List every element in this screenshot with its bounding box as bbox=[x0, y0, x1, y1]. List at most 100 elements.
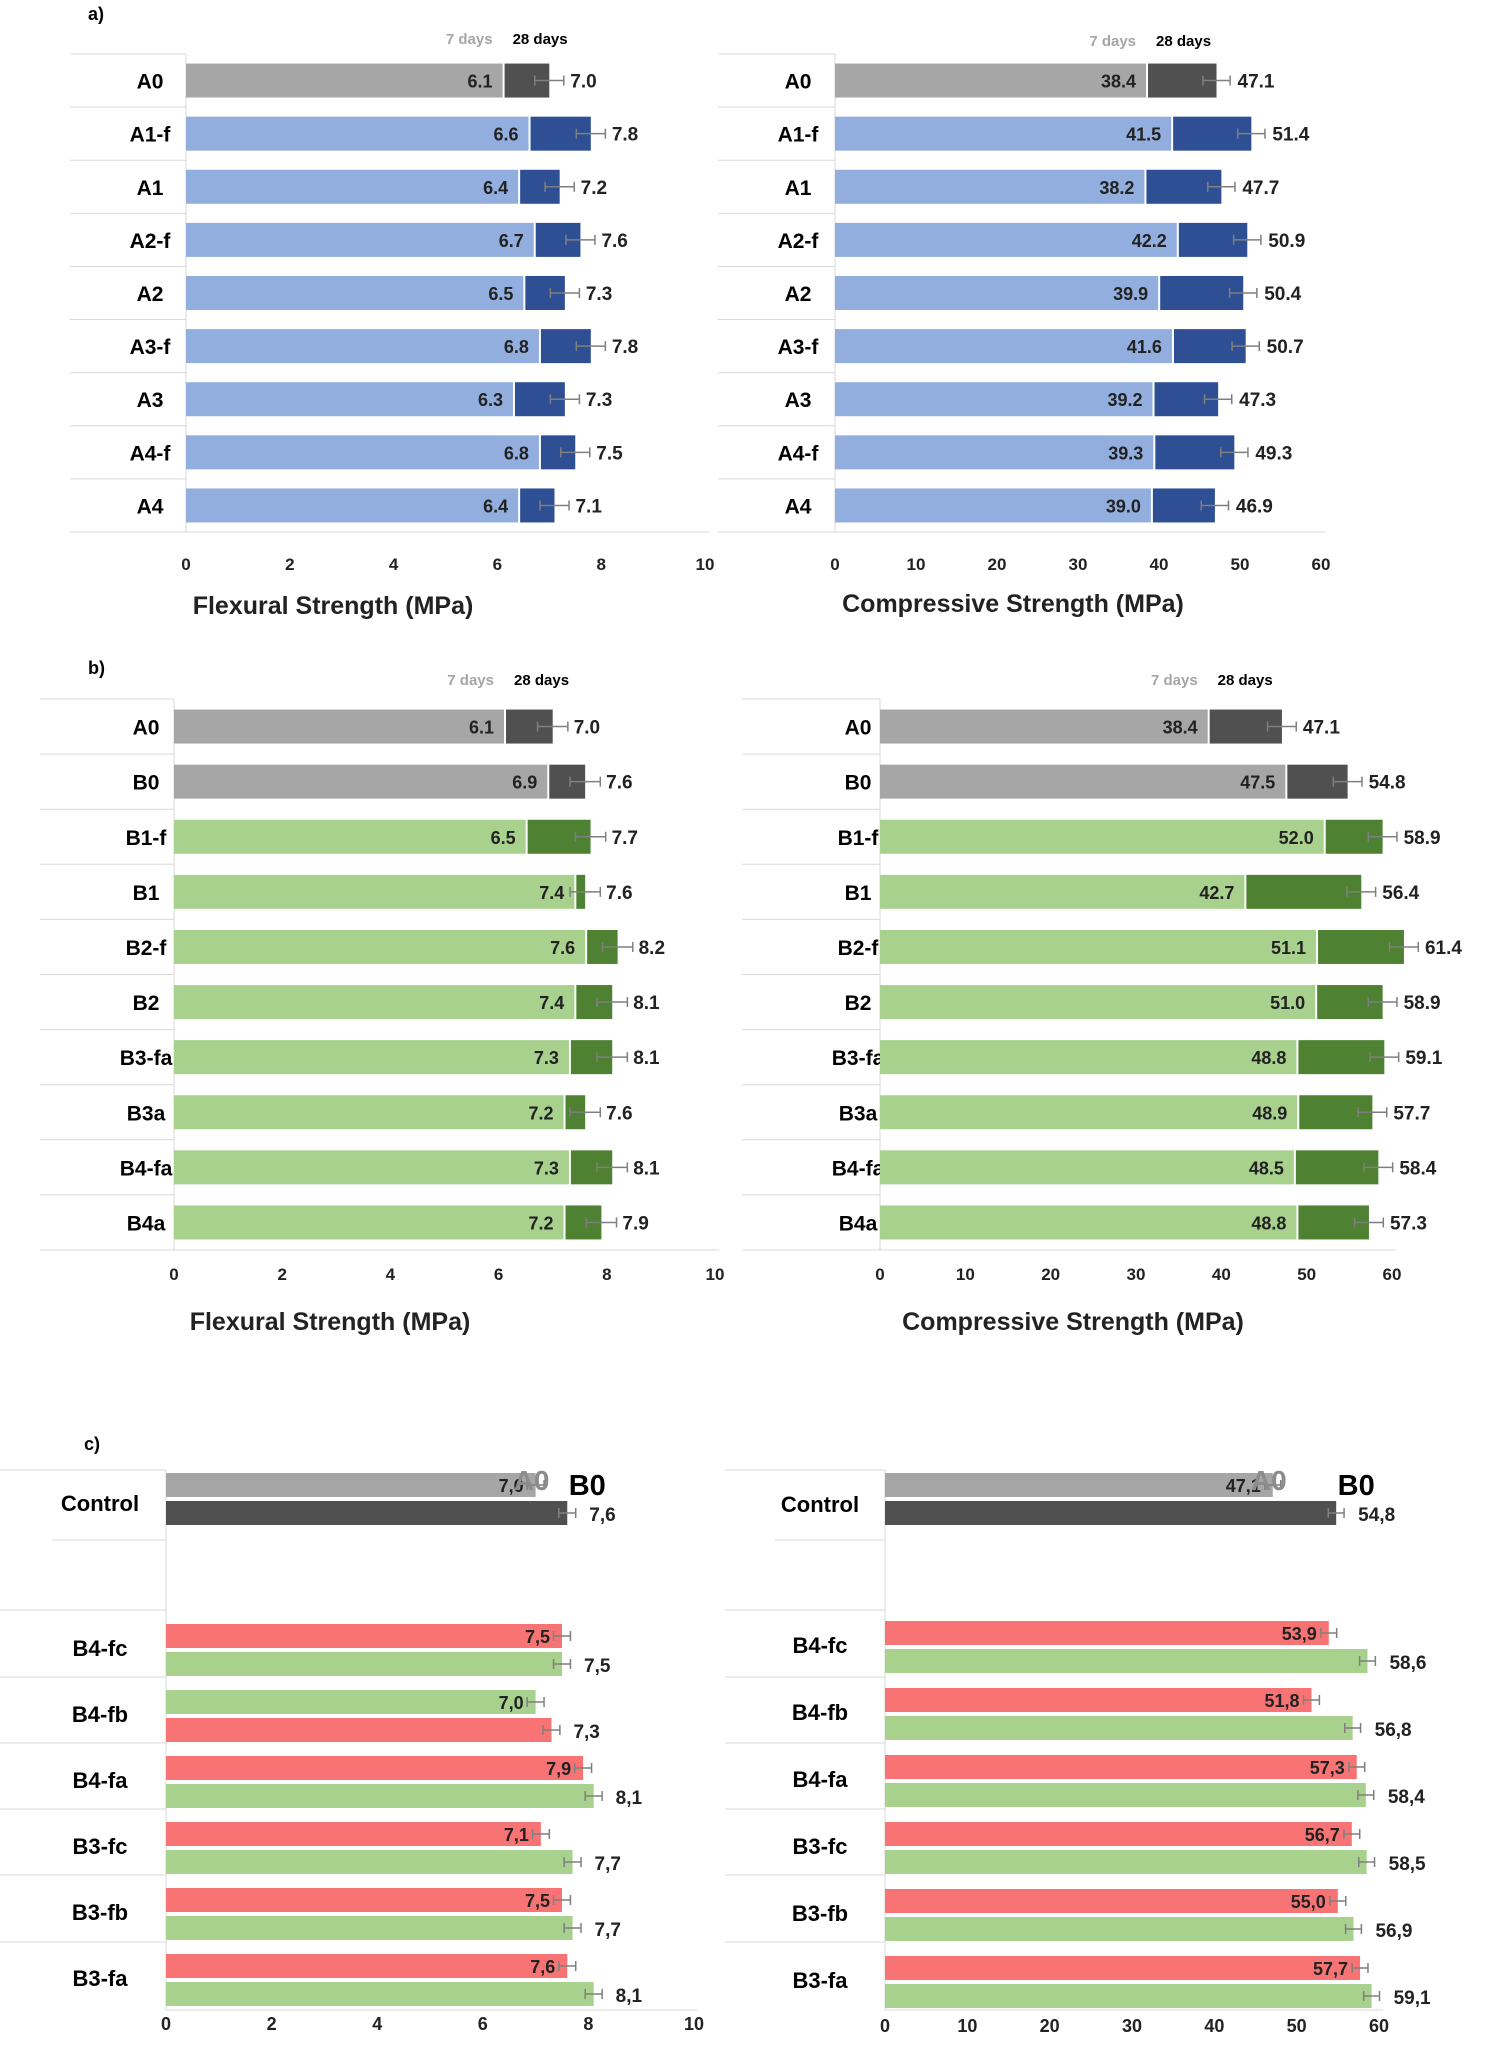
chart6-bar-bottom bbox=[885, 1501, 1337, 1525]
chart3-value-label-28-days: 8.1 bbox=[633, 1048, 660, 1069]
chart5-bar-bottom bbox=[166, 1501, 568, 1525]
chart2-tick-label: 10 bbox=[907, 555, 926, 574]
chart5-bar-bottom bbox=[166, 1784, 594, 1808]
chart5-tick-label: 4 bbox=[372, 2014, 382, 2034]
chart4-category-label: A0 bbox=[845, 717, 872, 740]
chart2-value-label-28-days: 51.4 bbox=[1272, 125, 1309, 146]
chart5-bar-bottom bbox=[166, 1652, 562, 1676]
chart6-tick-label: 20 bbox=[1040, 2016, 1060, 2036]
chart4-value-label-7-days: 48.9 bbox=[1252, 1103, 1287, 1123]
chart3-category-label: B3-fa bbox=[120, 1047, 173, 1070]
chart3-bar-7-days bbox=[174, 1150, 569, 1185]
chart5-bar-bottom bbox=[166, 1718, 552, 1742]
chart3-bar-7-days bbox=[174, 1095, 564, 1130]
chart5-tick-label: 6 bbox=[478, 2014, 488, 2034]
chart6-bar-top bbox=[885, 1755, 1357, 1779]
chart3-value-label-28-days: 8.1 bbox=[633, 1158, 660, 1179]
chart4-value-label-7-days: 47.5 bbox=[1240, 773, 1275, 793]
chart4-value-label-7-days: 42.7 bbox=[1199, 883, 1234, 903]
chart4-tick-label: 20 bbox=[1041, 1265, 1060, 1284]
chart6-category-label: B3-fc bbox=[792, 1834, 847, 1859]
chart6-bar-top bbox=[885, 1956, 1361, 1980]
chart6-bar-bottom bbox=[885, 1783, 1366, 1807]
chart2-value-label-7-days: 41.6 bbox=[1127, 337, 1162, 357]
chart5-value-label-bottom: 7,7 bbox=[595, 1854, 621, 1875]
chart6-bar-top bbox=[885, 1621, 1329, 1645]
chart1-category-label: A1-f bbox=[130, 124, 172, 147]
chart6-bar-top bbox=[885, 1473, 1273, 1497]
chart1-tick-label: 2 bbox=[285, 555, 294, 574]
chart2-bar-7-days bbox=[835, 382, 1153, 417]
chart3-category-label: B3a bbox=[127, 1102, 166, 1125]
chart4-value-label-7-days: 38.4 bbox=[1163, 718, 1198, 738]
chart3-value-label-28-days: 8.1 bbox=[633, 993, 660, 1014]
chart2-category-label: A1 bbox=[785, 177, 812, 200]
chart2-legend-7-days: 7 days bbox=[1089, 33, 1136, 50]
chart1-category-label: A2 bbox=[137, 283, 164, 306]
chart4-category-label: B0 bbox=[845, 772, 872, 795]
chart1-category-label: A0 bbox=[137, 71, 164, 94]
chart6-bar-bottom bbox=[885, 1984, 1372, 2008]
chart1-bar-7-days bbox=[186, 63, 503, 98]
chart4-category-label: B1 bbox=[845, 882, 872, 905]
chart6-value-label-bottom: 56,9 bbox=[1375, 1921, 1412, 1942]
chart6-value-label-bottom: 58,5 bbox=[1389, 1854, 1426, 1875]
chart3-bar-7-days bbox=[174, 819, 526, 854]
chart2-value-label-28-days: 49.3 bbox=[1255, 443, 1292, 464]
chart5-category-label: B3-fa bbox=[72, 1966, 128, 1991]
chart6-value-label-bottom: 58,6 bbox=[1389, 1653, 1426, 1674]
chart3-category-label: B0 bbox=[133, 772, 160, 795]
chart4-bar-7-days bbox=[880, 874, 1245, 909]
chart1-value-label-7-days: 6.6 bbox=[494, 125, 519, 145]
chart2-x-axis-title: Compressive Strength (MPa) bbox=[842, 590, 1184, 618]
chart5-value-label-top: 7,1 bbox=[504, 1825, 529, 1845]
chart5-bar-top bbox=[166, 1624, 562, 1648]
chart4-legend-7-days: 7 days bbox=[1151, 672, 1198, 689]
chart6-category-label: Control bbox=[781, 1492, 859, 1517]
chart6-category-label: B3-fa bbox=[792, 1968, 848, 1993]
chart1-value-label-7-days: 6.8 bbox=[504, 443, 529, 463]
chart5-tick-label: 2 bbox=[267, 2014, 277, 2034]
chart3-category-label: B2-f bbox=[126, 937, 168, 960]
chart3-value-label-7-days: 7.3 bbox=[534, 1158, 559, 1178]
chart4-bar-7-days bbox=[880, 1205, 1297, 1240]
chart1-value-label-28-days: 7.5 bbox=[596, 443, 623, 464]
chart3-bar-7-days bbox=[174, 985, 575, 1020]
chart4-tick-label: 60 bbox=[1383, 1265, 1402, 1284]
chart1-bar-7-days bbox=[186, 276, 524, 310]
chart4-tick-label: 0 bbox=[875, 1265, 884, 1284]
chart3-value-label-7-days: 7.6 bbox=[550, 938, 575, 958]
chart5-value-label-bottom: 7,7 bbox=[595, 1920, 621, 1941]
chart6-tick-label: 0 bbox=[880, 2016, 890, 2036]
chart4-value-label-28-days: 61.4 bbox=[1425, 938, 1462, 959]
chart1-category-label: A3-f bbox=[130, 336, 172, 359]
charts: 7 days 28 days A0 6.1 7.0 A1-f 6.6 7.8 A1 6.4 7.2 A… bbox=[0, 31, 1462, 2036]
chart5-value-label-top: 7,0 bbox=[499, 1476, 524, 1496]
chart4-value-label-7-days: 48.8 bbox=[1251, 1213, 1286, 1233]
chart1-value-label-7-days: 6.4 bbox=[483, 178, 508, 198]
chart6-tick-label: 50 bbox=[1287, 2016, 1307, 2036]
chart6-bar-top bbox=[885, 1822, 1352, 1846]
chart1-tick-label: 10 bbox=[696, 555, 715, 574]
chart4-category-label: B1-f bbox=[838, 827, 880, 850]
chart5-category-label: B3-fb bbox=[72, 1900, 128, 1925]
chart5-value-label-bottom: 8,1 bbox=[616, 1986, 643, 2007]
chart5-category-label: B3-fc bbox=[72, 1834, 127, 1859]
chart5-value-label-bottom: 7,6 bbox=[589, 1505, 615, 1526]
chart1-value-label-28-days: 7.8 bbox=[612, 337, 638, 358]
chart2-bar-7-days bbox=[835, 222, 1177, 257]
chart3-value-label-28-days: 7.0 bbox=[574, 718, 600, 739]
chart1-value-label-7-days: 6.5 bbox=[488, 284, 513, 304]
chart1-tick-label: 0 bbox=[181, 555, 190, 574]
chart6-tick-label: 40 bbox=[1204, 2016, 1224, 2036]
chart1-value-label-7-days: 6.3 bbox=[478, 390, 503, 410]
chart4-value-label-7-days: 48.5 bbox=[1249, 1158, 1284, 1178]
chart6-category-label: B4-fb bbox=[792, 1700, 848, 1725]
chart1-category-label: A2-f bbox=[130, 230, 172, 253]
chart5-group-label-a0: A0 bbox=[514, 1465, 550, 1496]
chart3-value-label-7-days: 6.9 bbox=[512, 773, 537, 793]
chart5-bar-top bbox=[166, 1690, 536, 1714]
chart6-tick-label: 30 bbox=[1122, 2016, 1142, 2036]
chart2-value-label-28-days: 47.7 bbox=[1242, 178, 1279, 199]
chart3-category-label: B4-fa bbox=[120, 1157, 173, 1180]
